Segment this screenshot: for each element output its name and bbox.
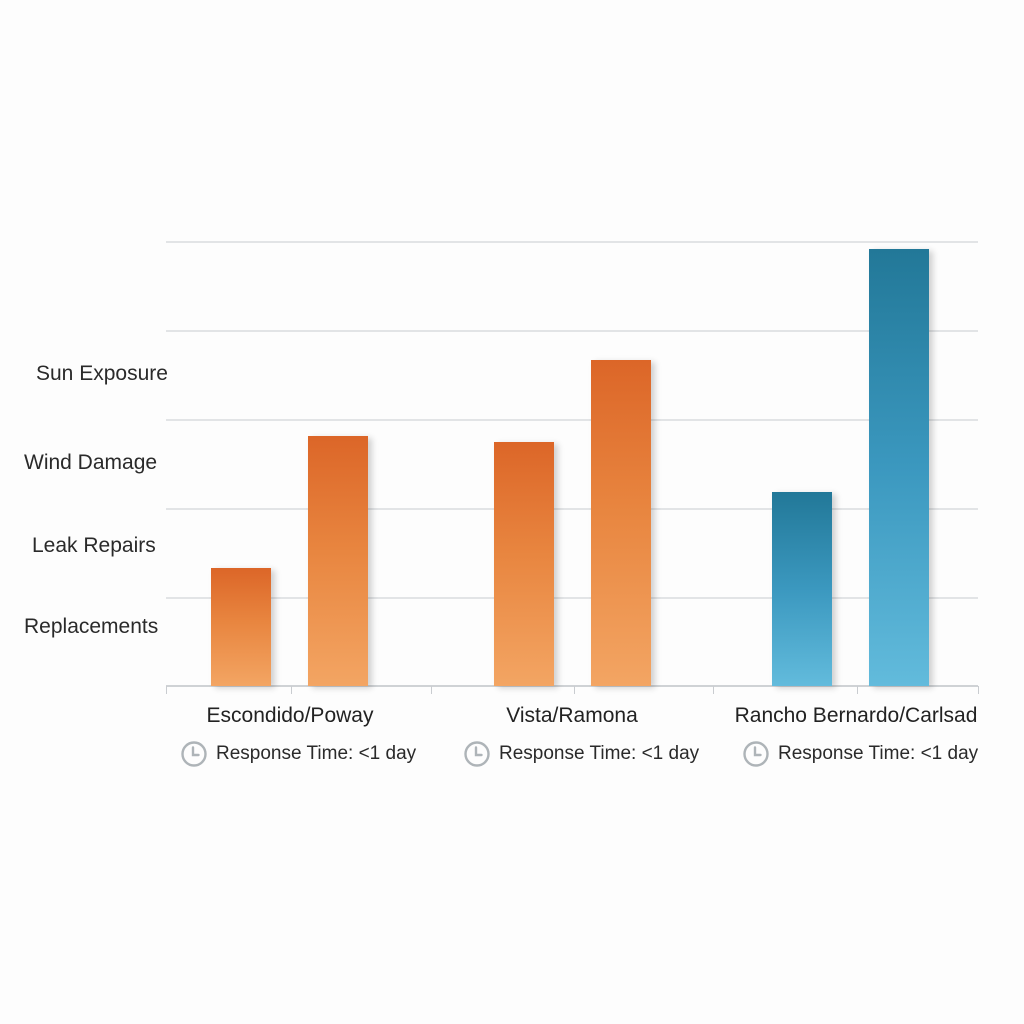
- y-axis-label: Wind Damage: [24, 451, 158, 474]
- x-axis-tick: [574, 686, 575, 694]
- response-time-text: Response Time: <1 day: [499, 743, 700, 764]
- response-time-note: Response Time: <1 day: [742, 740, 978, 768]
- clock-icon: [181, 741, 207, 767]
- bar[interactable]: [869, 249, 929, 686]
- gridline: [166, 508, 978, 510]
- x-axis-tick: [857, 686, 858, 694]
- x-axis-tick: [166, 686, 167, 694]
- x-axis-category-label: Rancho Bernardo/Carlsad: [734, 704, 978, 727]
- x-axis-tick: [713, 686, 714, 694]
- clock-icon: [743, 741, 769, 767]
- x-axis-category-label: Escondido/Poway: [206, 704, 374, 727]
- gridline: [166, 419, 978, 421]
- response-time-text: Response Time: <1 day: [778, 743, 979, 764]
- y-axis-label: Replacements: [24, 615, 159, 638]
- gridline: [166, 597, 978, 599]
- x-axis-category-label: Vista/Ramona: [506, 704, 638, 727]
- bar[interactable]: [591, 360, 651, 686]
- x-axis-tick: [431, 686, 432, 694]
- response-time-text: Response Time: <1 day: [216, 743, 417, 764]
- gridline: [166, 241, 978, 243]
- bar[interactable]: [494, 442, 554, 686]
- y-axis-label: Sun Exposure: [36, 362, 168, 385]
- y-axis-label: Leak Repairs: [32, 534, 156, 557]
- gridline: [166, 330, 978, 332]
- response-time-note: Response Time: <1 day: [463, 740, 699, 768]
- clock-icon: [464, 741, 490, 767]
- bar[interactable]: [211, 568, 271, 686]
- response-time-note: Response Time: <1 day: [180, 740, 416, 768]
- x-axis-tick: [978, 686, 979, 694]
- bar[interactable]: [308, 436, 368, 686]
- x-axis-tick: [291, 686, 292, 694]
- x-axis-line: [166, 685, 978, 687]
- bar[interactable]: [772, 492, 832, 686]
